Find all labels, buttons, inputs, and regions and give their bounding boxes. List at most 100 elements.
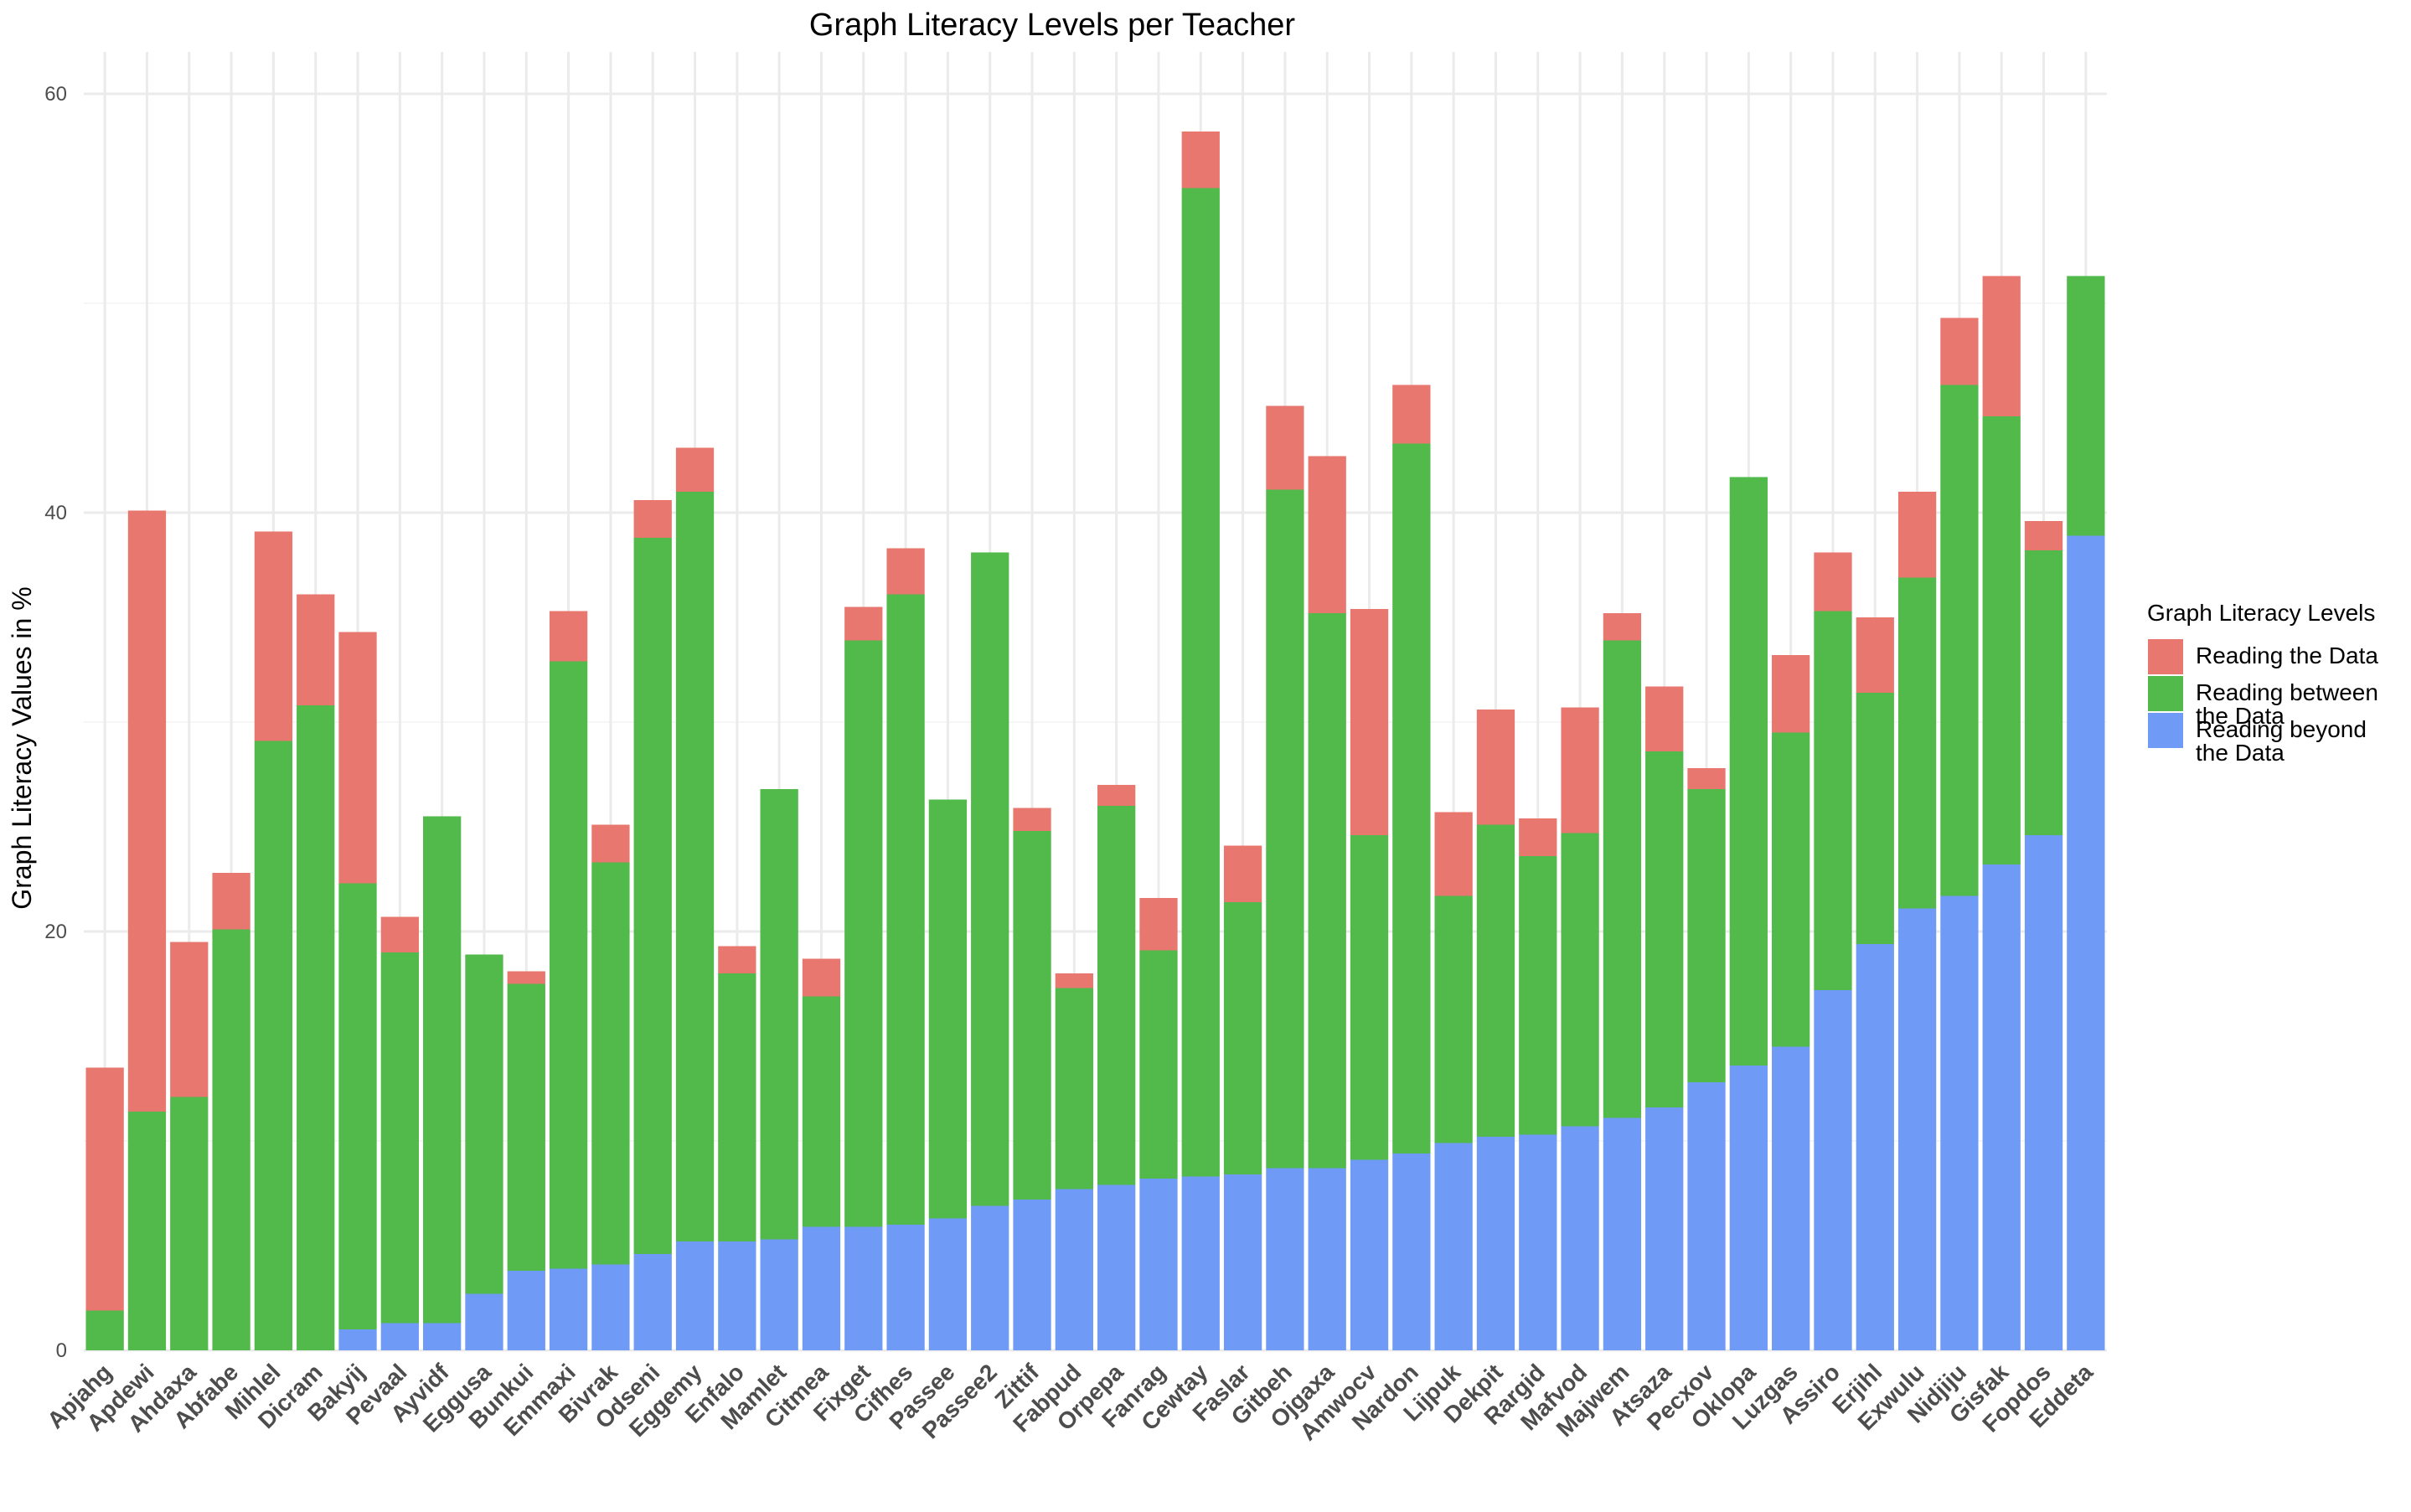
bar-segment-gisfak-reading-between-the-data — [1982, 416, 2021, 864]
chart-title: Graph Literacy Levels per Teacher — [809, 8, 1296, 43]
bar-segment-ayvidf-reading-beyond-the-data — [423, 1323, 462, 1350]
bar-segment-fixget-reading-the-data — [844, 606, 883, 641]
bar-segment-rargid-reading-the-data — [1519, 818, 1557, 856]
bar-segment-fixget-reading-between-the-data — [844, 640, 883, 1227]
bar-segment-eddeta-reading-beyond-the-data — [2067, 535, 2105, 1350]
legend-key — [2146, 674, 2185, 713]
bar-segment-luzgas-reading-between-the-data — [1772, 732, 1810, 1047]
bar-segment-ojgaxa-reading-beyond-the-data — [1308, 1168, 1346, 1350]
bar-segment-ahdaxa-reading-between-the-data — [170, 1097, 209, 1350]
bar-segment-mafvod-reading-the-data — [1561, 707, 1599, 833]
bar-segment-faslar-reading-beyond-the-data — [1223, 1174, 1262, 1350]
bar-segment-dekpit-reading-between-the-data — [1476, 824, 1515, 1137]
bar-segment-abfabe-reading-the-data — [212, 873, 250, 930]
bar-segment-zittif-reading-between-the-data — [1013, 831, 1051, 1200]
bar-segment-bivrak-reading-the-data — [591, 824, 630, 863]
legend-label: Reading beyond — [2196, 716, 2367, 742]
bar-segment-dekpit-reading-the-data — [1476, 710, 1515, 825]
bar-segment-mafvod-reading-between-the-data — [1561, 833, 1599, 1127]
bar-segment-nidjiju-reading-between-the-data — [1940, 384, 1979, 896]
bar-segment-pevaal-reading-between-the-data — [380, 952, 419, 1324]
bar-segment-bakyij-reading-the-data — [338, 632, 377, 884]
bar-segment-assiro-reading-beyond-the-data — [1814, 990, 1852, 1350]
bar-segment-nidjiju-reading-beyond-the-data — [1940, 895, 1979, 1350]
bar-segment-fabpud-reading-the-data — [1055, 973, 1093, 988]
bar-segment-rargid-reading-between-the-data — [1519, 856, 1557, 1135]
bar-segment-lijpuk-reading-the-data — [1434, 812, 1473, 896]
bar-segment-pecxov-reading-between-the-data — [1687, 789, 1726, 1082]
bar-segment-odseni-reading-between-the-data — [633, 538, 672, 1254]
bar-segment-bunkui-reading-between-the-data — [507, 983, 545, 1271]
bar-segment-majwem-reading-between-the-data — [1603, 640, 1642, 1118]
bar-segment-nidjiju-reading-the-data — [1940, 317, 1979, 385]
bar-segment-faslar-reading-between-the-data — [1223, 902, 1262, 1174]
bar-segment-fanrag-reading-the-data — [1139, 898, 1178, 951]
bar-segment-eggemy-reading-the-data — [675, 447, 715, 492]
bar-segment-oklopa-reading-between-the-data — [1729, 477, 1768, 1066]
bar-segment-zittif-reading-beyond-the-data — [1013, 1200, 1051, 1350]
bar-segment-exwulu-reading-beyond-the-data — [1897, 908, 1937, 1350]
bar-segment-atsaza-reading-beyond-the-data — [1645, 1107, 1684, 1350]
bar-segment-rargid-reading-beyond-the-data — [1519, 1134, 1557, 1350]
bars-layer — [85, 132, 2105, 1350]
bar-segment-assiro-reading-between-the-data — [1814, 611, 1852, 990]
bar-segment-gisfak-reading-the-data — [1982, 276, 2021, 416]
bar-segment-ahdaxa-reading-the-data — [170, 942, 209, 1097]
bar-segment-bakyij-reading-beyond-the-data — [338, 1329, 377, 1350]
bar-segment-erjihl-reading-beyond-the-data — [1856, 944, 1894, 1350]
legend-label: the Data — [2196, 740, 2285, 766]
bar-segment-bunkui-reading-the-data — [507, 971, 545, 984]
bar-segment-amwocv-reading-between-the-data — [1350, 835, 1389, 1160]
y-tick-label: 40 — [44, 502, 67, 524]
bar-segment-orpepa-reading-between-the-data — [1097, 806, 1136, 1185]
bar-segment-mamlet-reading-beyond-the-data — [760, 1239, 798, 1350]
bar-segment-amwocv-reading-beyond-the-data — [1350, 1159, 1389, 1350]
bar-segment-eggemy-reading-beyond-the-data — [675, 1241, 715, 1350]
bar-segment-nardon-reading-the-data — [1392, 384, 1431, 444]
bar-segment-erjihl-reading-between-the-data — [1856, 693, 1894, 944]
bar-segment-cewtay-reading-the-data — [1181, 132, 1220, 188]
bar-segment-pevaal-reading-beyond-the-data — [380, 1323, 419, 1350]
bar-segment-abfabe-reading-between-the-data — [212, 929, 250, 1350]
bar-segment-fopdos-reading-beyond-the-data — [2024, 835, 2063, 1350]
bar-segment-odseni-reading-the-data — [633, 500, 672, 538]
bar-segment-emmaxi-reading-the-data — [549, 611, 588, 662]
bar-segment-gisfak-reading-beyond-the-data — [1982, 864, 2021, 1350]
bar-segment-gitbeh-reading-between-the-data — [1266, 489, 1304, 1169]
bar-segment-pevaal-reading-the-data — [380, 916, 419, 952]
legend-title: Graph Literacy Levels — [2147, 600, 2375, 626]
legend-label: Reading between — [2196, 679, 2378, 705]
bar-segment-apjahg-reading-the-data — [85, 1067, 124, 1311]
bar-segment-fopdos-reading-between-the-data — [2024, 550, 2063, 835]
bar-segment-apdewi-reading-the-data — [127, 510, 167, 1112]
bar-segment-pecxov-reading-beyond-the-data — [1687, 1082, 1726, 1350]
bar-segment-nardon-reading-between-the-data — [1392, 443, 1431, 1153]
bar-segment-odseni-reading-beyond-the-data — [633, 1254, 672, 1350]
bar-segment-citmea-reading-beyond-the-data — [802, 1226, 841, 1350]
y-tick-label: 20 — [44, 921, 67, 943]
bar-segment-mamlet-reading-between-the-data — [760, 789, 798, 1240]
bar-segment-ojgaxa-reading-the-data — [1308, 456, 1346, 613]
bar-segment-zittif-reading-the-data — [1013, 808, 1051, 831]
legend: Graph Literacy Levels Reading the Data Re… — [2146, 600, 2378, 766]
bar-segment-exwulu-reading-between-the-data — [1897, 577, 1937, 909]
bar-segment-assiro-reading-the-data — [1814, 552, 1852, 612]
bar-segment-gitbeh-reading-beyond-the-data — [1266, 1168, 1304, 1350]
bar-segment-passee-reading-between-the-data — [928, 799, 968, 1219]
bar-segment-dicram-reading-between-the-data — [297, 705, 335, 1350]
bar-segment-erjihl-reading-the-data — [1856, 617, 1894, 693]
bar-segment-cifhes-reading-the-data — [886, 548, 925, 595]
legend-key — [2146, 711, 2185, 750]
bar-segment-citmea-reading-the-data — [802, 958, 841, 997]
bar-segment-enfalo-reading-the-data — [718, 946, 756, 973]
bar-segment-cewtay-reading-beyond-the-data — [1181, 1176, 1220, 1350]
bar-segment-dicram-reading-the-data — [297, 594, 335, 705]
bar-segment-atsaza-reading-the-data — [1645, 686, 1684, 751]
legend-label: Reading the Data — [2196, 642, 2378, 668]
bar-segment-orpepa-reading-beyond-the-data — [1097, 1184, 1136, 1350]
legend-label: the Data — [2196, 703, 2285, 729]
bar-segment-cewtay-reading-between-the-data — [1181, 188, 1220, 1177]
bar-segment-fabpud-reading-beyond-the-data — [1055, 1189, 1093, 1350]
